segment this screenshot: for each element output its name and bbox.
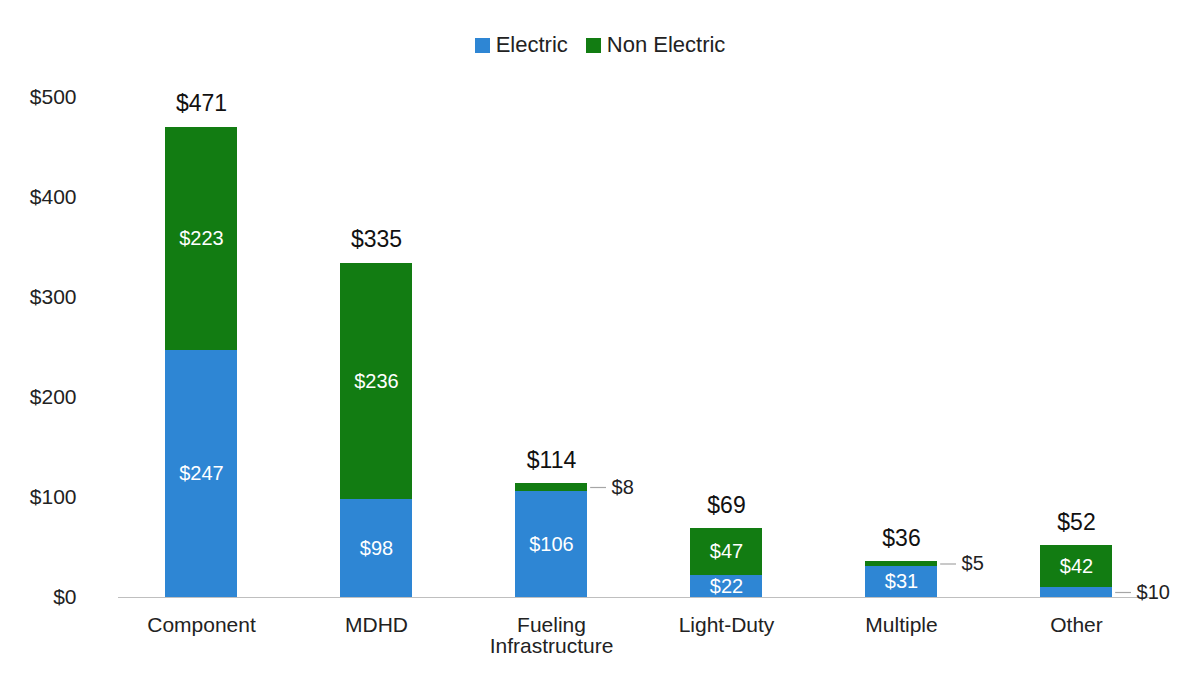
svg-text:$42: $42	[1060, 555, 1093, 577]
html-text:Electric: Electric	[495, 32, 568, 57]
svg-text:Multiple: Multiple	[865, 613, 937, 636]
svg-text:$47: $47	[710, 540, 743, 562]
svg-text:$106: $106	[529, 533, 574, 555]
svg-text:$36: $36	[882, 525, 920, 551]
svg-text:$5: $5	[962, 552, 984, 574]
svg-text:$500: $500	[30, 85, 77, 108]
svg-text:$52: $52	[1057, 509, 1095, 535]
svg-text:$114: $114	[527, 447, 577, 473]
svg-text:$31: $31	[885, 570, 918, 592]
svg-text:$98: $98	[360, 537, 393, 559]
svg-text:FuelingInfrastructure: FuelingInfrastructure	[490, 613, 614, 657]
svg-text:$100: $100	[30, 485, 77, 508]
svg-text:$0: $0	[53, 585, 76, 608]
svg-text:$200: $200	[30, 385, 77, 408]
svg-text:$400: $400	[30, 185, 77, 208]
svg-text:Other: Other	[1050, 613, 1103, 636]
svg-text:$69: $69	[707, 492, 745, 518]
svg-text:$223: $223	[179, 227, 224, 249]
svg-text:$471: $471	[176, 90, 227, 116]
svg-text:$247: $247	[179, 462, 224, 484]
svg-text:$300: $300	[30, 285, 77, 308]
svg-text:MDHD: MDHD	[345, 613, 408, 636]
svg-text:$236: $236	[354, 370, 399, 392]
svg-text:Component: Component	[147, 613, 256, 636]
html-text:Non Electric: Non Electric	[606, 32, 726, 57]
svg-text:$335: $335	[351, 226, 402, 252]
svg-text:Light-Duty: Light-Duty	[679, 613, 775, 636]
svg-text:$10: $10	[1137, 581, 1170, 603]
svg-text:$22: $22	[710, 575, 743, 597]
svg-text:$8: $8	[612, 476, 634, 498]
